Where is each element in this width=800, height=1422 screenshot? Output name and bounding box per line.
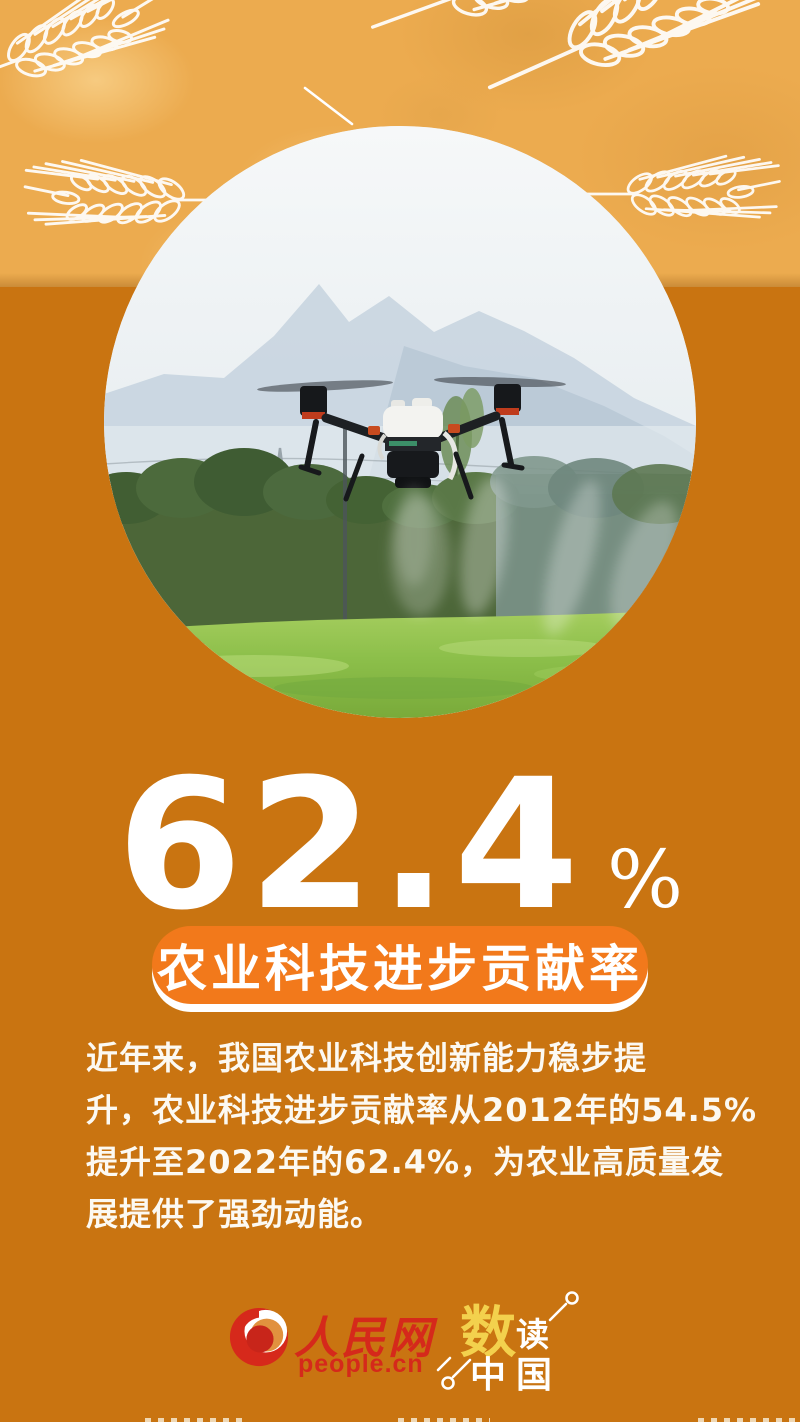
- tank-body: [383, 406, 443, 439]
- drone-photo: [104, 126, 696, 718]
- photo-circle: [104, 126, 696, 718]
- motor-left: [300, 386, 327, 416]
- percent-sign: %: [607, 833, 684, 926]
- stat-badge: 农业科技进步贡献率: [152, 926, 648, 1004]
- paragraph-line: 提升至2022年的62.4%，为农业高质量发: [86, 1143, 725, 1181]
- people-swirl-icon: [229, 1307, 289, 1367]
- footer: 人民网 people.cn 数 读 中国: [0, 1280, 800, 1410]
- propeller-left: [257, 380, 393, 392]
- people-logo-domain: people.cn: [298, 1350, 424, 1378]
- motor-right: [494, 384, 521, 412]
- landing-gear: [298, 417, 525, 502]
- brand-char-primary: 数: [460, 1301, 516, 1366]
- stat-row: 62.4 %: [0, 756, 800, 936]
- brand-word: 中国: [470, 1355, 563, 1396]
- cropped-caption-strip: [145, 1418, 245, 1422]
- wheat-ear-icon: [465, 0, 788, 123]
- wheat-stem-fragment: [303, 86, 354, 126]
- body-paragraph: 近年来，我国农业科技创新能力稳步提 升，农业科技进步贡献率从2012年的54.5…: [86, 1032, 758, 1240]
- wheat-ear-icon: [0, 0, 178, 115]
- trend-line-icon: [436, 1291, 579, 1390]
- cropped-caption-strip: [698, 1418, 798, 1422]
- drone: [257, 376, 566, 586]
- people-logo-cn: 人民网: [294, 1313, 435, 1364]
- wheat-pattern: [0, 0, 788, 228]
- shudu-zhongguo-logo: 数 读 中国: [432, 1280, 592, 1400]
- paragraph-line: 升，农业科技进步贡献率从2012年的54.5%: [86, 1091, 758, 1129]
- propeller-right: [434, 376, 566, 388]
- rice-field: [104, 610, 696, 718]
- paragraph-line: 展提供了强劲动能。: [86, 1195, 384, 1233]
- paragraph-line: 近年来，我国农业科技创新能力稳步提: [86, 1039, 648, 1077]
- utility-pole: [343, 426, 347, 626]
- cropped-caption-strip: [398, 1418, 490, 1422]
- badge-label: 农业科技进步贡献率: [157, 940, 643, 998]
- brand-char-secondary: 读: [516, 1315, 549, 1354]
- stat-value: 62.4: [116, 741, 586, 950]
- sprayer-box: [387, 451, 439, 478]
